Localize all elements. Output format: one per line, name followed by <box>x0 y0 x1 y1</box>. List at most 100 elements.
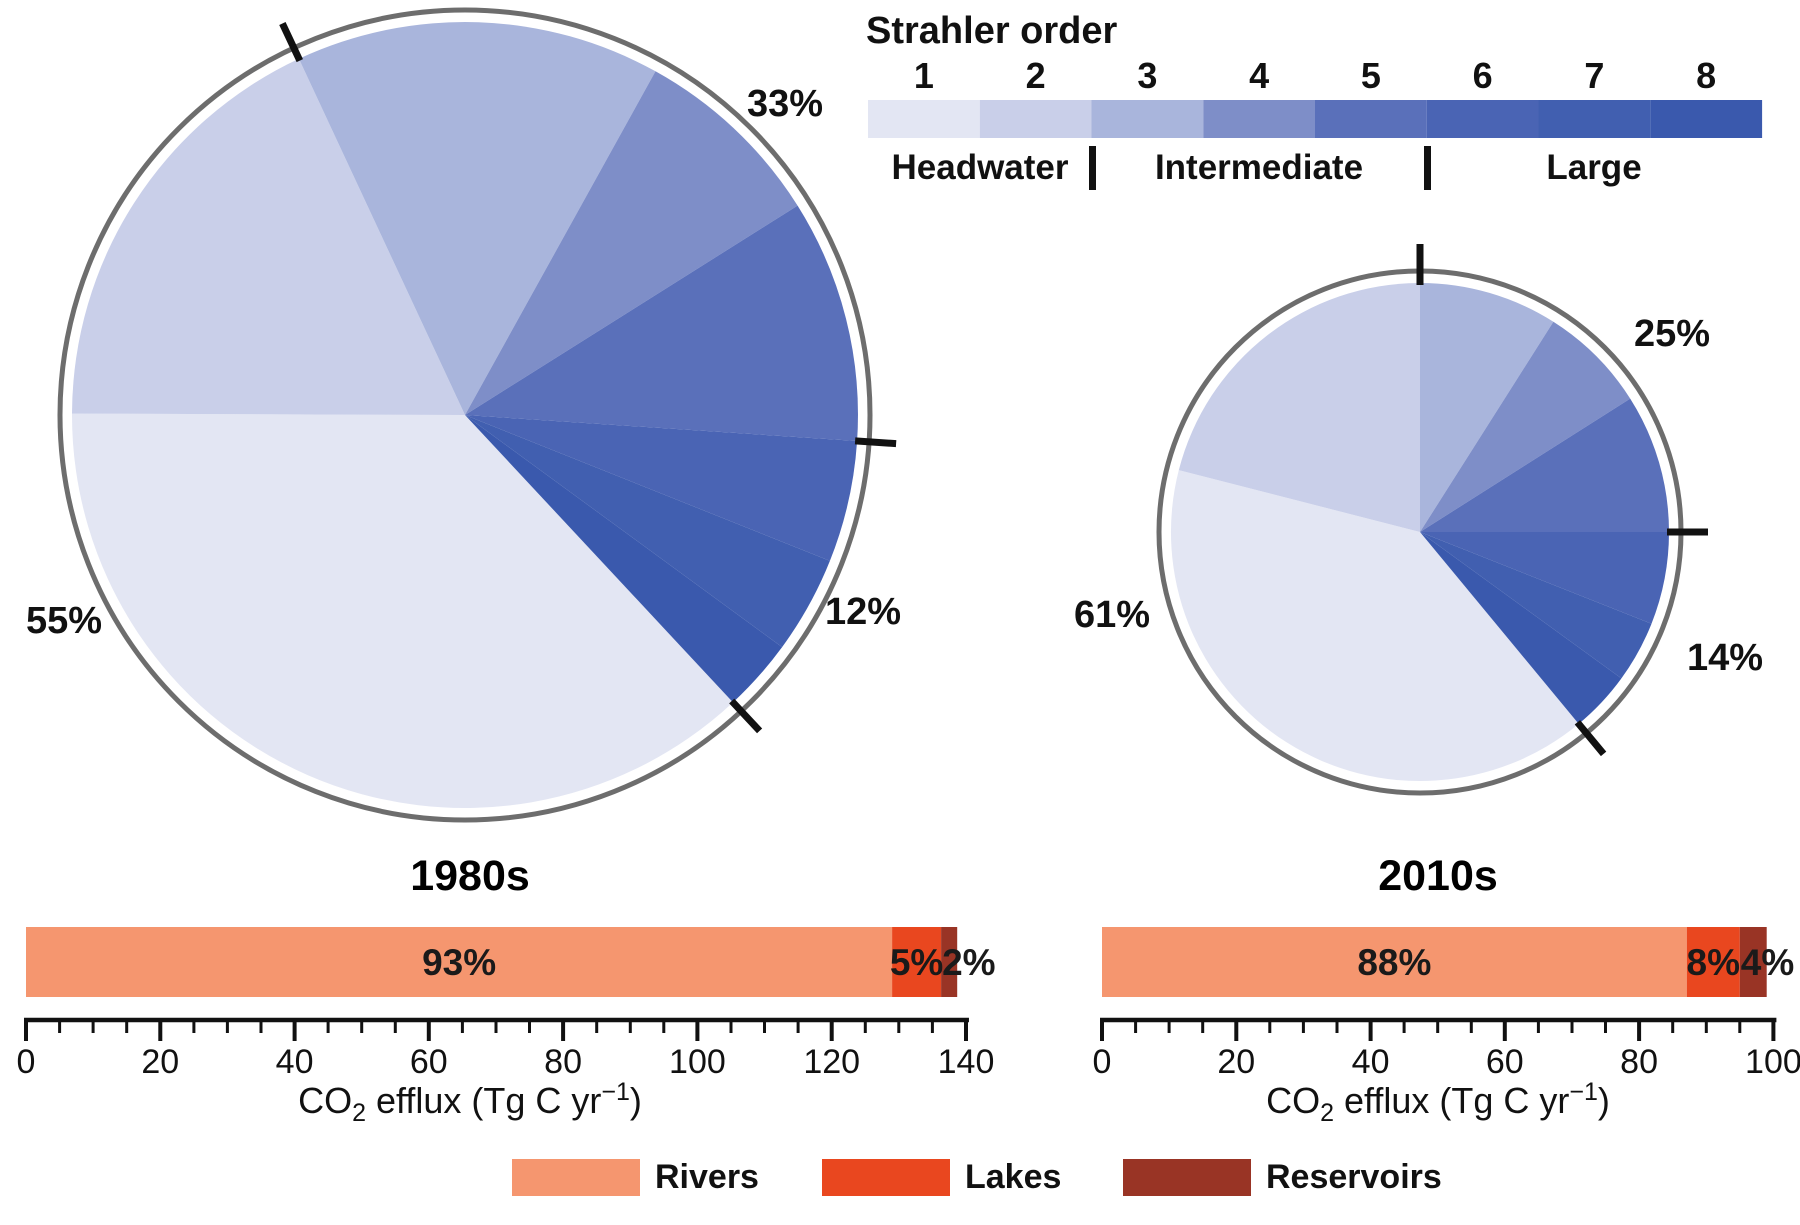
pie-2010s-slice-order-8 <box>1420 532 1622 724</box>
pie-2010s-slice-order-3 <box>1420 283 1554 532</box>
legend-label-rivers: Rivers <box>655 1158 759 1196</box>
legend-swatch-rivers <box>512 1159 640 1196</box>
bar-1980s-axis-tick-label: 60 <box>410 1043 448 1081</box>
axis-title-sub: 2 <box>352 1099 366 1128</box>
pie-1980s-slice-order-5 <box>465 205 858 441</box>
strahler-order-number-6: 6 <box>1473 55 1493 96</box>
bar-1980s-segment-rivers <box>26 927 893 997</box>
pie-2010s-percent-label-intermediate: 25% <box>1634 313 1710 355</box>
strahler-legend-title: Strahler order <box>866 10 1118 52</box>
bar-2010s: 88% 8% 4% 0 20 40 60 80 100 <box>1093 927 1800 1081</box>
bar-2010s-percent-label-lakes: 8% <box>1687 942 1740 983</box>
strahler-order-number-5: 5 <box>1361 55 1381 96</box>
pie-1980s: 55% 33% 12% <box>26 7 901 823</box>
pie-1980s-slice-order-7 <box>465 415 830 648</box>
axis-title-text: ) <box>629 1080 642 1121</box>
pie-1980s-slice-order-8 <box>465 415 783 703</box>
bar-2010s-axis-tick-label: 60 <box>1486 1043 1524 1081</box>
legend-item-rivers: Rivers <box>512 1158 759 1197</box>
bar-2010s-percent-label-rivers: 88% <box>1357 942 1431 983</box>
pie-title-2010s: 2010s <box>1378 852 1498 900</box>
strahler-group-label-large: Large <box>1546 148 1642 187</box>
pie-title-1980s: 1980s <box>410 852 530 900</box>
strahler-group-label-intermediate: Intermediate <box>1154 148 1364 187</box>
pie-1980s-slice-order-1 <box>71 413 733 808</box>
strahler-colorbar-swatch-8 <box>1650 100 1763 138</box>
strahler-order-number-2: 2 <box>1026 55 1046 96</box>
bar-1980s-segment-reservoirs <box>941 927 958 997</box>
legend-label-lakes: Lakes <box>965 1158 1062 1196</box>
pie-1980s-slice-order-3 <box>298 22 656 415</box>
axis-title-sup: −1 <box>601 1078 630 1106</box>
pie-1980s-slice-order-6 <box>465 415 858 561</box>
axis-title-text: CO <box>298 1080 353 1121</box>
pie-1980s-slice-order-4 <box>465 71 798 416</box>
pie-2010s-slice-order-6 <box>1420 532 1669 624</box>
bar-1980s-axis-tick-label: 100 <box>669 1043 726 1081</box>
pie-2010s-slice-order-4 <box>1420 321 1631 532</box>
axis-title-sub: 2 <box>1320 1099 1334 1128</box>
pie-2010s-percent-label-large: 14% <box>1687 637 1763 679</box>
pie-2010s-slice-order-7 <box>1420 532 1652 679</box>
bar-2010s-percent-label-reservoirs: 4% <box>1741 942 1794 983</box>
pie-1980s-outer-ring <box>57 7 873 823</box>
bar-2010s-axis-tick-label: 100 <box>1745 1043 1800 1081</box>
bar-1980s-axis-tick-label: 120 <box>803 1043 860 1081</box>
bar-1980s-axis-tick-label: 140 <box>938 1043 995 1081</box>
x-axis-title-1980s: CO2 efflux (Tg C yr−1) <box>298 1078 642 1128</box>
bar-1980s: 93% 5%2% 0 20 40 60 80 100 120 140 <box>17 927 996 1081</box>
strahler-colorbar-swatch-6 <box>1426 100 1539 138</box>
strahler-group-divider-icon <box>1424 146 1431 190</box>
strahler-order-number-8: 8 <box>1696 55 1716 96</box>
bar-2010s-segment-lakes <box>1686 927 1740 997</box>
pie-2010s-slice-order-5 <box>1420 398 1669 532</box>
pie-1980s-percent-label-headwater: 55% <box>26 600 102 642</box>
legend-item-lakes: Lakes <box>822 1158 1061 1197</box>
axis-title-text: CO <box>1266 1080 1321 1121</box>
pie-1980s-slice-order-2 <box>72 58 465 416</box>
axis-title-text: efflux (Tg C yr <box>1334 1080 1570 1121</box>
bar-2010s-segment-rivers <box>1102 927 1687 997</box>
legend-item-reservoirs: Reservoirs <box>1123 1158 1442 1197</box>
pie-2010s-slice-order-1 <box>1170 470 1579 782</box>
bar-1980s-axis-tick-label: 0 <box>17 1043 36 1081</box>
bar-1980s-percent-label-reservoirs: 2% <box>942 942 995 983</box>
legend-swatch-lakes <box>822 1159 950 1196</box>
axis-title-text: ) <box>1597 1080 1610 1121</box>
axis-title-sup: −1 <box>1569 1078 1598 1106</box>
axis-title-text: efflux (Tg C yr <box>366 1080 602 1121</box>
bar-1980s-axis-tick-label: 80 <box>544 1043 582 1081</box>
strahler-order-number-1: 1 <box>914 55 934 96</box>
bar-2010s-axis-tick-label: 40 <box>1352 1043 1390 1081</box>
legend-swatch-reservoirs <box>1123 1159 1251 1196</box>
strahler-order-number-7: 7 <box>1584 55 1604 96</box>
pie-1980s-percent-label-intermediate: 33% <box>747 83 823 125</box>
pie-2010s-percent-label-headwater: 61% <box>1074 594 1150 636</box>
strahler-colorbar-swatch-1 <box>868 100 980 138</box>
pie-1980s-group-tick-icon <box>729 698 763 734</box>
bar-2010s-axis-tick-label: 80 <box>1620 1043 1658 1081</box>
bar-1980s-axis-tick-label: 20 <box>141 1043 179 1081</box>
bar-2010s-segment-reservoirs <box>1739 927 1767 997</box>
pie-2010s: 61% 25% 14% <box>1074 244 1763 796</box>
strahler-colorbar-swatch-4 <box>1203 100 1316 138</box>
pie-2010s-group-tick-icon <box>1574 720 1607 757</box>
pie-2010s-slice-order-2 <box>1178 283 1420 532</box>
strahler-order-number-4: 4 <box>1249 55 1269 96</box>
bar-2010s-axis-tick-label: 0 <box>1093 1043 1112 1081</box>
bar-1980s-percent-label-lakes: 5% <box>890 942 943 983</box>
strahler-colorbar-swatch-7 <box>1538 100 1651 138</box>
strahler-group-divider-icon <box>1089 146 1096 190</box>
legend-label-reservoirs: Reservoirs <box>1266 1158 1442 1196</box>
pie-1980s-group-tick-icon <box>854 437 897 448</box>
strahler-colorbar-swatch-5 <box>1315 100 1427 138</box>
strahler-order-number-3: 3 <box>1137 55 1157 96</box>
pie-1980s-percent-label-large: 12% <box>825 591 901 633</box>
bar-1980s-segment-lakes <box>892 927 942 997</box>
bar-1980s-percent-label-rivers: 93% <box>422 942 496 983</box>
bar-2010s-axis-tick-label: 20 <box>1217 1043 1255 1081</box>
strahler-group-label-headwater: Headwater <box>891 148 1069 187</box>
pie-1980s-group-tick-icon <box>279 22 303 63</box>
